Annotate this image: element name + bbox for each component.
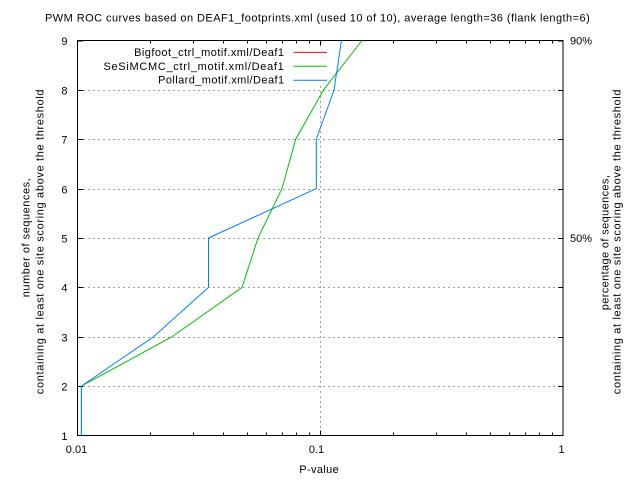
svg-text:50%: 50%: [570, 233, 592, 245]
svg-text:0.1: 0.1: [309, 444, 324, 456]
svg-text:P-value: P-value: [299, 464, 339, 476]
svg-text:Pollard_motif.xml/Deaf1: Pollard_motif.xml/Deaf1: [158, 75, 284, 87]
svg-text:PWM ROC curves based on DEAF1_: PWM ROC curves based on DEAF1_footprints…: [45, 13, 590, 25]
svg-text:7: 7: [61, 135, 67, 147]
svg-text:8: 8: [61, 86, 67, 98]
svg-text:percentage of sequences,: percentage of sequences,: [600, 175, 612, 310]
svg-text:90%: 90%: [570, 36, 592, 48]
svg-text:1: 1: [558, 444, 564, 456]
svg-text:1: 1: [61, 431, 67, 443]
svg-text:4: 4: [61, 283, 67, 295]
svg-text:2: 2: [61, 382, 67, 394]
svg-text:3: 3: [61, 333, 67, 345]
svg-text:Bigfoot_ctrl_motif.xml/Deaf1: Bigfoot_ctrl_motif.xml/Deaf1: [134, 47, 284, 59]
svg-text:6: 6: [61, 185, 67, 197]
svg-text:number of sequences,: number of sequences,: [21, 178, 33, 297]
svg-text:SeSiMCMC_ctrl_motif.xml/Deaf1: SeSiMCMC_ctrl_motif.xml/Deaf1: [103, 61, 284, 73]
svg-text:5: 5: [61, 234, 67, 246]
svg-text:0.01: 0.01: [66, 444, 87, 456]
svg-text:containing at least one site s: containing at least one site scoring abo…: [35, 89, 47, 394]
svg-text:9: 9: [61, 36, 67, 48]
svg-text:containing at least one site s: containing at least one site scoring abo…: [612, 89, 624, 394]
